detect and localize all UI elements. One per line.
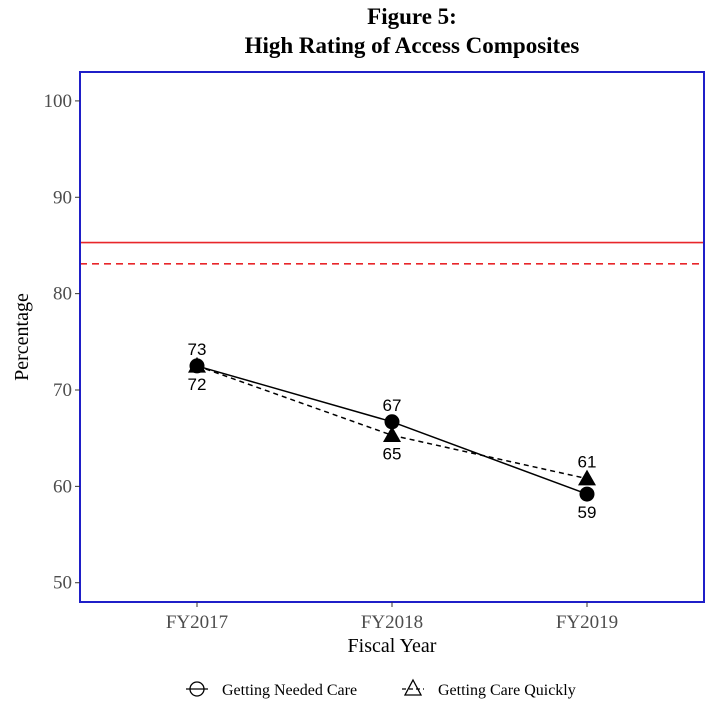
legend: Getting Needed Care Getting Care Quickly [186, 678, 576, 699]
data-label: 67 [383, 396, 402, 415]
y-tick-label: 100 [44, 91, 73, 112]
data-labels: 72 67 59 73 65 61 [188, 340, 597, 522]
y-tick-label: 90 [53, 187, 72, 208]
reference-lines [80, 241, 704, 265]
data-label: 73 [188, 340, 207, 359]
data-point-triangle [383, 426, 401, 443]
chart-title: Figure 5: High Rating of Access Composit… [245, 4, 580, 58]
legend-item-getting-care-quickly: Getting Care Quickly [402, 678, 576, 699]
data-markers [188, 356, 596, 502]
chart-title-line-1: Figure 5: [367, 4, 457, 29]
data-point-circle [384, 414, 400, 430]
legend-item-getting-needed-care: Getting Needed Care [186, 681, 357, 699]
plot-panel-border [79, 71, 705, 603]
data-point-circle [579, 486, 595, 502]
legend-label-getting-needed-care: Getting Needed Care [222, 682, 357, 699]
data-label: 61 [578, 453, 597, 472]
data-label: 59 [578, 503, 597, 522]
data-label: 65 [383, 444, 402, 463]
legend-circle-icon [189, 681, 205, 697]
legend-label-getting-care-quickly: Getting Care Quickly [438, 682, 576, 699]
y-axis-ticks: 50 60 70 80 90 100 [44, 91, 80, 594]
data-point-triangle [188, 356, 206, 373]
x-tick-label: FY2017 [166, 612, 228, 633]
x-tick-label: FY2019 [556, 612, 618, 633]
data-point-triangle [578, 469, 596, 486]
y-tick-label: 60 [53, 476, 72, 497]
x-axis-ticks: FY2017 FY2018 FY2019 [166, 602, 618, 633]
x-axis-title: Fiscal Year [348, 635, 437, 657]
y-tick-label: 50 [53, 573, 72, 594]
x-tick-label: FY2018 [361, 612, 423, 633]
chart-title-line-2: High Rating of Access Composites [245, 33, 580, 58]
y-tick-label: 80 [53, 284, 72, 305]
legend-triangle-icon [403, 678, 423, 696]
y-tick-label: 70 [53, 380, 72, 401]
y-axis-title: Percentage [11, 293, 33, 381]
data-label: 72 [188, 375, 207, 394]
